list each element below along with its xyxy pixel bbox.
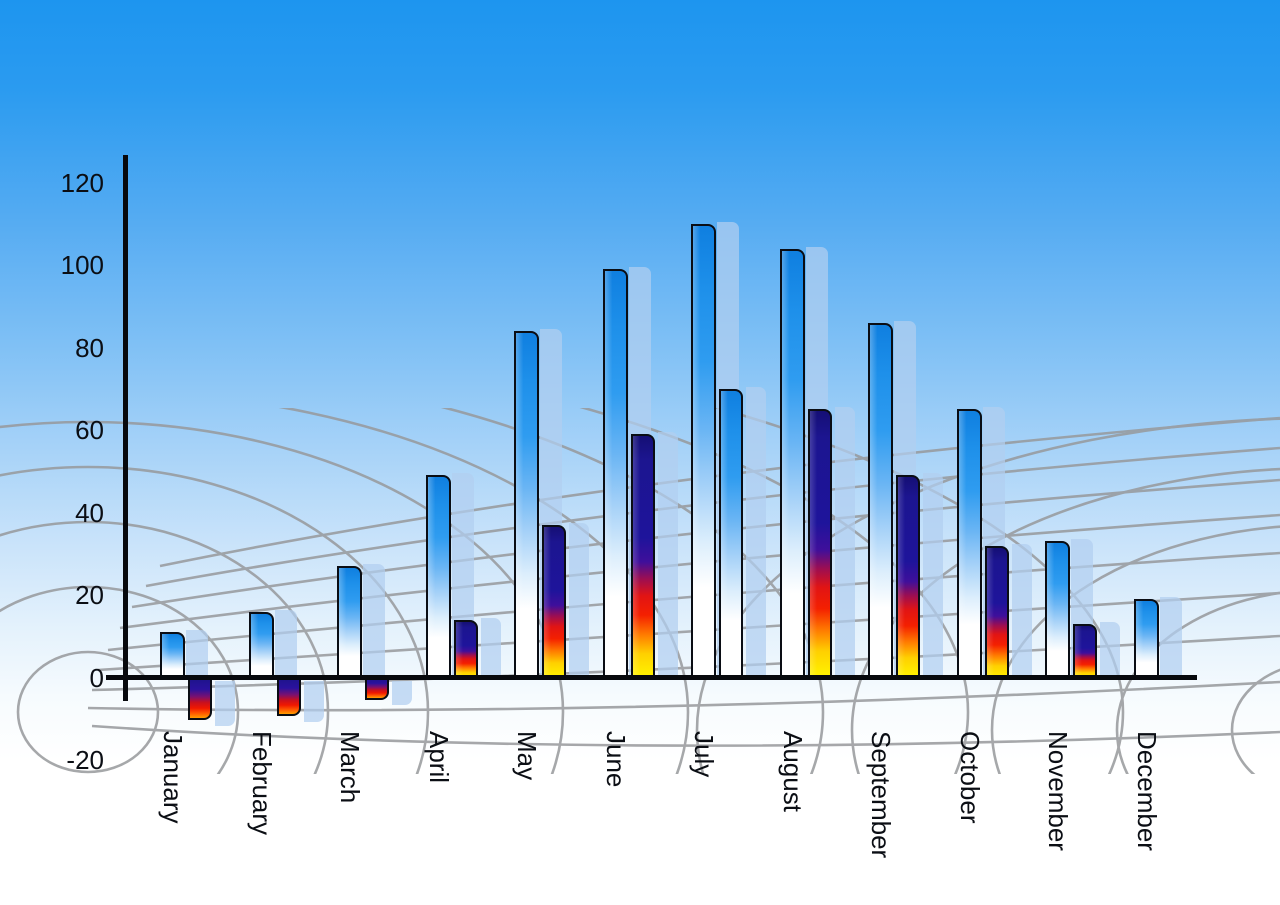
bar-august-primary [780, 249, 805, 679]
bar-october-secondary-echo [1012, 544, 1032, 678]
x-label-april: April [424, 731, 454, 784]
bar-march-secondary [365, 677, 389, 700]
x-label-june: June [601, 731, 631, 788]
x-label-december: December [1132, 731, 1162, 851]
bar-december-primary-echo [1160, 597, 1182, 677]
bar-september-secondary-echo [923, 473, 943, 677]
x-label-may: May [512, 731, 542, 781]
x-label-september: September [866, 731, 896, 859]
bar-january-primary [160, 632, 185, 678]
grid-arc-right [850, 467, 1280, 774]
bar-november-secondary-echo [1100, 622, 1120, 677]
bar-august-secondary [808, 409, 832, 678]
y-axis-line [123, 155, 128, 701]
x-axis-zero-line [106, 675, 1197, 680]
x-label-august: August [778, 731, 808, 812]
bar-march-secondary-echo [392, 681, 412, 705]
bar-june-primary [603, 269, 628, 678]
x-label-october: October [955, 731, 985, 824]
x-label-february: February [247, 731, 277, 836]
bar-april-secondary-echo [481, 618, 501, 677]
bar-november-secondary [1073, 624, 1097, 678]
bar-may-primary [514, 331, 539, 678]
y-label-80: 80 [75, 333, 104, 363]
bar-june-secondary [631, 434, 655, 678]
grid-arc-right [990, 525, 1280, 774]
x-label-july: July [689, 731, 719, 778]
bar-february-secondary-echo [304, 681, 324, 722]
y-label-120: 120 [60, 168, 104, 198]
bar-february-secondary [277, 677, 301, 716]
bar-february-primary-echo [275, 610, 297, 678]
x-label-november: November [1043, 731, 1073, 851]
x-label-march: March [335, 731, 365, 804]
bar-july-primary [691, 224, 716, 678]
y-label-60: 60 [75, 415, 104, 445]
grid-arc-left [278, 408, 690, 774]
x-label-january: January [158, 731, 188, 824]
grid-arc-left [0, 585, 240, 774]
bar-june-secondary-echo [658, 432, 678, 677]
y-label--20: -20 [66, 745, 104, 775]
grid-arc-left [0, 465, 430, 774]
bar-april-primary [426, 475, 451, 678]
bar-october-secondary [985, 546, 1009, 679]
bar-september-primary [868, 323, 893, 678]
bar-march-primary [337, 566, 362, 678]
grid-arc-left [0, 520, 330, 774]
grid-arc-right [1230, 668, 1280, 774]
y-label-0: 0 [89, 663, 104, 693]
grid-fan-line [87, 680, 1280, 712]
bar-january-primary-echo [186, 630, 208, 677]
bar-july-secondary [719, 389, 743, 678]
bar-april-secondary [454, 620, 478, 678]
grid-arc-left [578, 408, 970, 774]
bar-september-secondary [896, 475, 920, 678]
bar-january-secondary [188, 677, 212, 720]
bar-february-primary [249, 612, 274, 679]
bar-january-secondary-echo [215, 681, 235, 726]
bar-august-secondary-echo [835, 407, 855, 677]
y-label-40: 40 [75, 498, 104, 528]
y-label-20: 20 [75, 580, 104, 610]
grid-arc-right [1115, 591, 1280, 774]
grid-arc-left [16, 650, 160, 774]
grid-arc-right [695, 417, 1280, 774]
bar-may-secondary-echo [569, 523, 589, 677]
bar-may-secondary [542, 525, 566, 678]
grid-arc-left [440, 408, 825, 774]
bar-july-secondary-echo [746, 387, 766, 677]
bar-december-primary [1134, 599, 1159, 678]
grid-arc-left [0, 420, 565, 774]
bar-october-primary [957, 409, 982, 678]
bar-november-primary [1045, 541, 1070, 678]
y-label-100: 100 [60, 250, 104, 280]
grid-arc-left [712, 408, 1124, 774]
bar-march-primary-echo [363, 564, 385, 677]
grid-fan-line [91, 724, 1280, 747]
